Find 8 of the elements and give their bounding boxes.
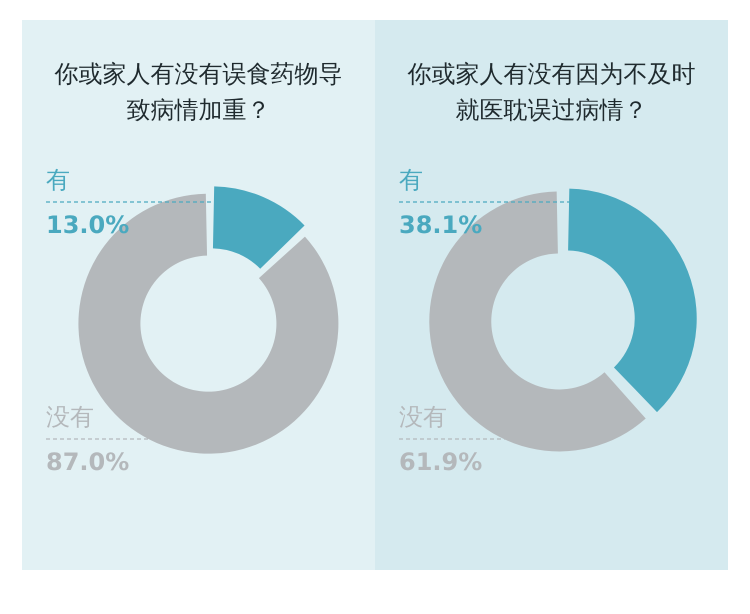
slice-label: 没有 <box>46 403 94 431</box>
data-label: 87.0% <box>46 448 130 476</box>
data-label: 38.1% <box>399 211 482 239</box>
data-label: 13.0% <box>46 211 130 239</box>
chart-title: 你或家人有没有误食药物导致病情加重？ <box>54 59 344 126</box>
slice-label: 有 <box>46 166 70 194</box>
chart-title: 你或家人有没有因为不及时就医耽误过病情？ <box>406 59 696 126</box>
slice-label: 有 <box>399 166 423 194</box>
